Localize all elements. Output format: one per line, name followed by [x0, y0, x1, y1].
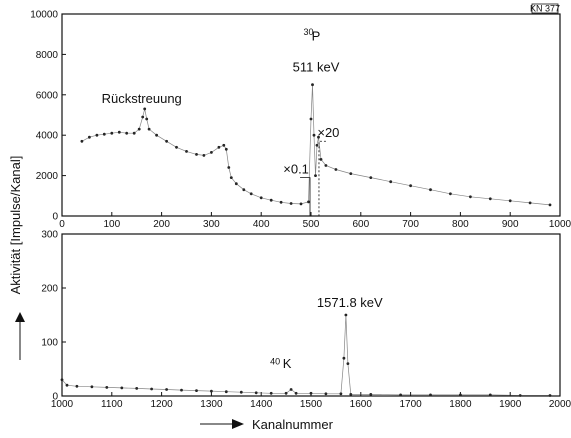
y-axis-arrow-head: [15, 312, 25, 322]
bottom-y-tick-label: 0: [52, 392, 58, 403]
top-x-tick-label: 300: [203, 219, 220, 230]
top-y-tick-label: 8000: [36, 50, 59, 61]
corner-label: KN 377: [530, 4, 560, 14]
top-annotation: P: [312, 28, 321, 43]
corner-label-box: [531, 3, 559, 14]
bottom-annotation: 40: [270, 357, 280, 367]
top-spectrum-trace: [81, 84, 551, 206]
top-data-point: [80, 139, 84, 143]
bottom-annotation: 1571.8 keV: [317, 295, 383, 310]
top-x-tick-label: 800: [452, 219, 469, 230]
top-annotation: ×20: [317, 125, 339, 140]
top-annotation: 30: [303, 27, 313, 37]
top-y-tick-label: 4000: [36, 131, 59, 142]
bottom-y-tick-label: 200: [41, 284, 58, 295]
bottom-y-tick-label: 100: [41, 338, 58, 349]
bottom-plot-frame: [61, 233, 561, 397]
bottom-x-tick-label: 1000: [51, 399, 74, 410]
x-axis-arrow-head: [232, 419, 244, 429]
bottom-x-tick-label: 1800: [449, 399, 472, 410]
top-annotation: ×0.1: [283, 162, 309, 177]
top-x-tick-label: 700: [402, 219, 419, 230]
top-x-tick-label: 900: [502, 219, 519, 230]
bottom-x-tick-label: 1100: [101, 399, 123, 410]
top-x-tick-label: 200: [153, 219, 170, 230]
top-x-tick-label: 1000: [549, 219, 571, 230]
scale-bracket-right: [318, 140, 326, 216]
scale-bracket-left: [300, 177, 311, 216]
x-axis-label: Kanalnummer: [252, 417, 334, 432]
top-x-tick-label: 500: [303, 219, 320, 230]
top-annotation: Rückstreuung: [102, 91, 182, 106]
bottom-chart: 1000 1100 1200 1300 1400 1500 1600 1700 1800 1900…: [41, 230, 571, 411]
top-x-tick-label: 600: [352, 219, 369, 230]
bottom-x-tick-label: 1500: [300, 399, 323, 410]
top-x-tick-label: 0: [59, 219, 65, 230]
bottom-x-tick-label: 1400: [250, 399, 273, 410]
bottom-x-tick-label: 1600: [350, 399, 373, 410]
top-chart: 0 100 200 300 400 500 600 700 800 900 100002000400…: [30, 10, 571, 231]
y-axis-label: Aktivität [Impulse/Kanal]: [8, 156, 23, 295]
bottom-spectrum-trace: [61, 314, 550, 396]
bottom-x-tick-label: 1900: [499, 399, 522, 410]
top-y-tick-label: 10000: [30, 10, 58, 21]
top-annotation: 511 keV: [293, 60, 340, 75]
top-x-tick-label: 400: [253, 219, 270, 230]
top-x-tick-label: 100: [103, 219, 120, 230]
bottom-x-tick-label: 1300: [200, 399, 223, 410]
top-y-tick-label: 2000: [36, 171, 59, 182]
bottom-x-tick-label: 1200: [150, 399, 173, 410]
top-y-tick-label: 6000: [36, 90, 59, 101]
bottom-y-tick-label: 300: [41, 230, 58, 241]
bottom-annotation: K: [283, 356, 292, 371]
bottom-x-tick-label: 1700: [399, 399, 422, 410]
top-y-tick-label: 0: [52, 212, 58, 223]
bottom-x-tick-label: 2000: [549, 399, 571, 410]
